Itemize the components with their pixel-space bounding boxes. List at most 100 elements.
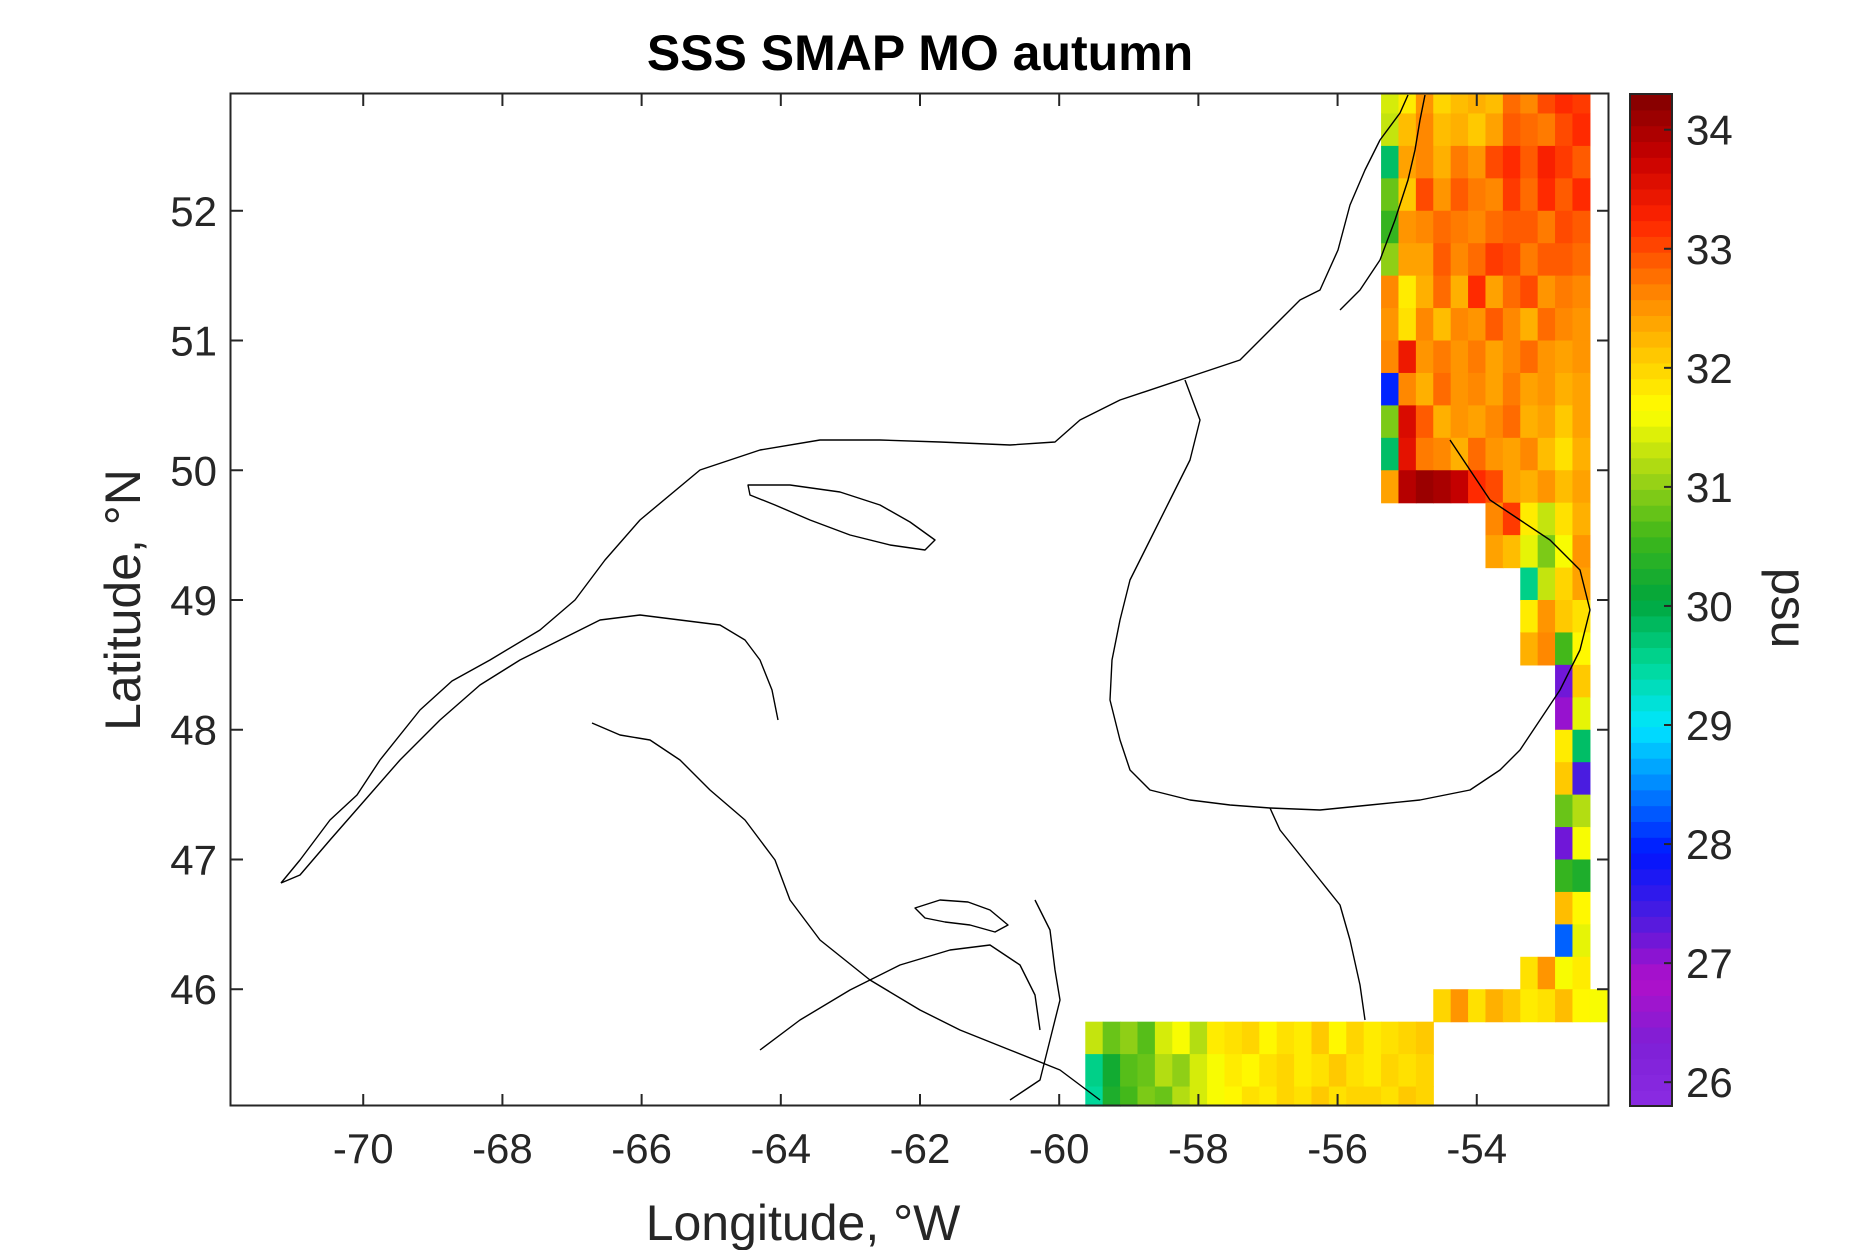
heatmap-cell [1572, 794, 1591, 828]
heatmap-cell [1346, 1021, 1365, 1055]
coastline-pei [914, 899, 1009, 933]
colorbar-tick-label: 28 [1686, 821, 1733, 868]
heatmap-cell [1485, 535, 1504, 569]
heatmap-cell [1137, 1054, 1156, 1088]
heatmap-cell [1572, 210, 1591, 244]
colorbar-segment [1630, 220, 1672, 237]
heatmap-cell [1468, 275, 1487, 309]
heatmap-cell [1294, 1054, 1313, 1088]
colorbar-segment [1630, 932, 1672, 949]
colorbar-segment [1630, 884, 1672, 902]
coastline-anticosti-island [747, 484, 936, 551]
heatmap-cell [1572, 664, 1591, 698]
heatmap-cell [1415, 470, 1434, 504]
heatmap-cell [1433, 210, 1452, 244]
heatmap-cell [1485, 94, 1504, 115]
heatmap-cell [1572, 891, 1591, 925]
heatmap-cell [1415, 372, 1434, 406]
heatmap-cell [1398, 308, 1417, 342]
heatmap-cell [1572, 859, 1591, 893]
heatmap-cell [1381, 94, 1400, 115]
heatmap-cell [1468, 372, 1487, 406]
heatmap-cell [1572, 762, 1591, 796]
heatmap-cell [1468, 308, 1487, 342]
heatmap-cell [1555, 859, 1574, 893]
heatmap-cell [1433, 372, 1452, 406]
heatmap-cell [1555, 697, 1574, 731]
heatmap-cell [1172, 1086, 1191, 1107]
coastline-nova-scotia [759, 944, 1041, 1051]
heatmap-cell [1468, 113, 1487, 147]
colorbar-tick-label: 29 [1686, 702, 1733, 749]
colorbar-segment [1630, 94, 1672, 111]
colorbar-segment [1630, 299, 1672, 316]
heatmap-cell [1520, 372, 1539, 406]
heatmap-cell [1381, 145, 1400, 179]
heatmap-cell [1102, 1086, 1121, 1107]
heatmap-cell [1381, 178, 1400, 212]
heatmap-cell [1189, 1021, 1208, 1055]
heatmap-cell [1398, 1021, 1417, 1055]
heatmap-cell [1502, 340, 1521, 374]
heatmap-cell [1398, 178, 1417, 212]
heatmap-cell [1572, 567, 1591, 601]
heatmap-cell [1224, 1054, 1243, 1088]
coastline-newfoundland-east [1269, 439, 1591, 811]
heatmap-cell [1450, 210, 1469, 244]
heatmap-cell [1468, 243, 1487, 277]
heatmap-cell [1381, 437, 1400, 471]
colorbar-segment [1630, 1058, 1672, 1075]
heatmap-cell [1485, 210, 1504, 244]
heatmap-cell [1555, 94, 1574, 115]
heatmap-cell [1520, 113, 1539, 147]
heatmap-cell [1433, 989, 1452, 1023]
colorbar-segment [1630, 837, 1672, 854]
heatmap-cell [1415, 145, 1434, 179]
heatmap-cell [1555, 502, 1574, 536]
heatmap-cell [1485, 113, 1504, 147]
heatmap-cell [1450, 243, 1469, 277]
colorbar-segment [1630, 426, 1672, 443]
heatmap-cell [1085, 1054, 1104, 1088]
heatmap-cell [1502, 94, 1521, 115]
colorbar-segment [1630, 1011, 1672, 1028]
heatmap-cell [1346, 1086, 1365, 1107]
colorbar-segment [1630, 584, 1672, 601]
heatmap-cell [1398, 405, 1417, 439]
colorbar-segment [1630, 473, 1672, 490]
heatmap-cell [1276, 1054, 1295, 1088]
y-axis-label: Latitude, °N [95, 469, 151, 731]
heatmap-cell [1537, 600, 1556, 634]
heatmap-cell [1520, 308, 1539, 342]
heatmap-cell [1572, 827, 1591, 861]
heatmap-cell [1555, 243, 1574, 277]
coastline-newfoundland-south [1269, 807, 1366, 1021]
heatmap-cell [1381, 210, 1400, 244]
heatmap-cell [1311, 1086, 1330, 1107]
colorbar-segment [1630, 710, 1672, 728]
heatmap-cell [1537, 956, 1556, 990]
heatmap-cell [1572, 405, 1591, 439]
heatmap-cell [1520, 989, 1539, 1023]
coastline-cape-breton [1009, 899, 1061, 1101]
heatmap-cell [1572, 502, 1591, 536]
heatmap-cell [1398, 437, 1417, 471]
heatmap-cell [1555, 275, 1574, 309]
heatmap-cell [1555, 308, 1574, 342]
heatmap-cell [1502, 210, 1521, 244]
colorbar-segment [1630, 204, 1672, 222]
heatmap-cell [1537, 372, 1556, 406]
y-tick-label: 46 [170, 966, 217, 1013]
coastline-labrador [1339, 94, 1426, 311]
heatmap-cell [1311, 1054, 1330, 1088]
heatmap-cell [1276, 1021, 1295, 1055]
heatmap-cell [1120, 1021, 1139, 1055]
coastline-north-shore [280, 94, 1409, 884]
heatmap-cell [1415, 210, 1434, 244]
heatmap-cell [1520, 956, 1539, 990]
colorbar-segment [1630, 631, 1672, 649]
heatmap-cell [1381, 405, 1400, 439]
heatmap-cell [1415, 275, 1434, 309]
heatmap-cell [1415, 340, 1434, 374]
heatmap-cell [1555, 632, 1574, 666]
